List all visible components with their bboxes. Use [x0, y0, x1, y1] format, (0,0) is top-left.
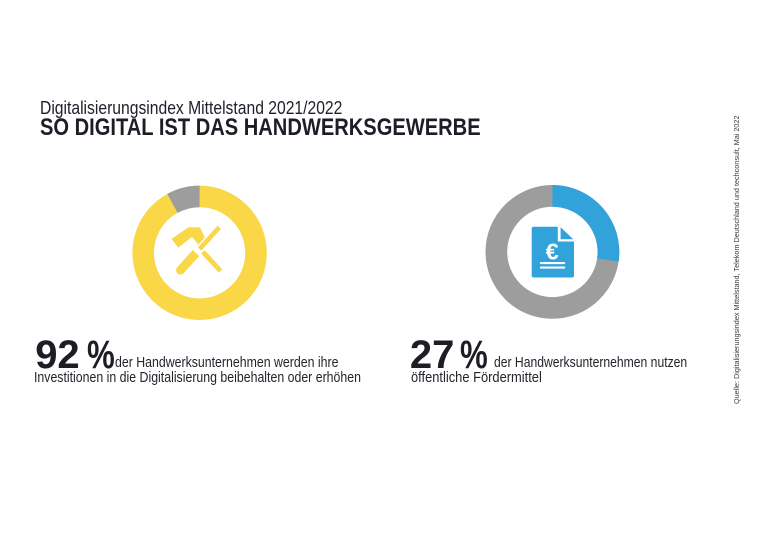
svg-text:€: € [546, 239, 559, 265]
